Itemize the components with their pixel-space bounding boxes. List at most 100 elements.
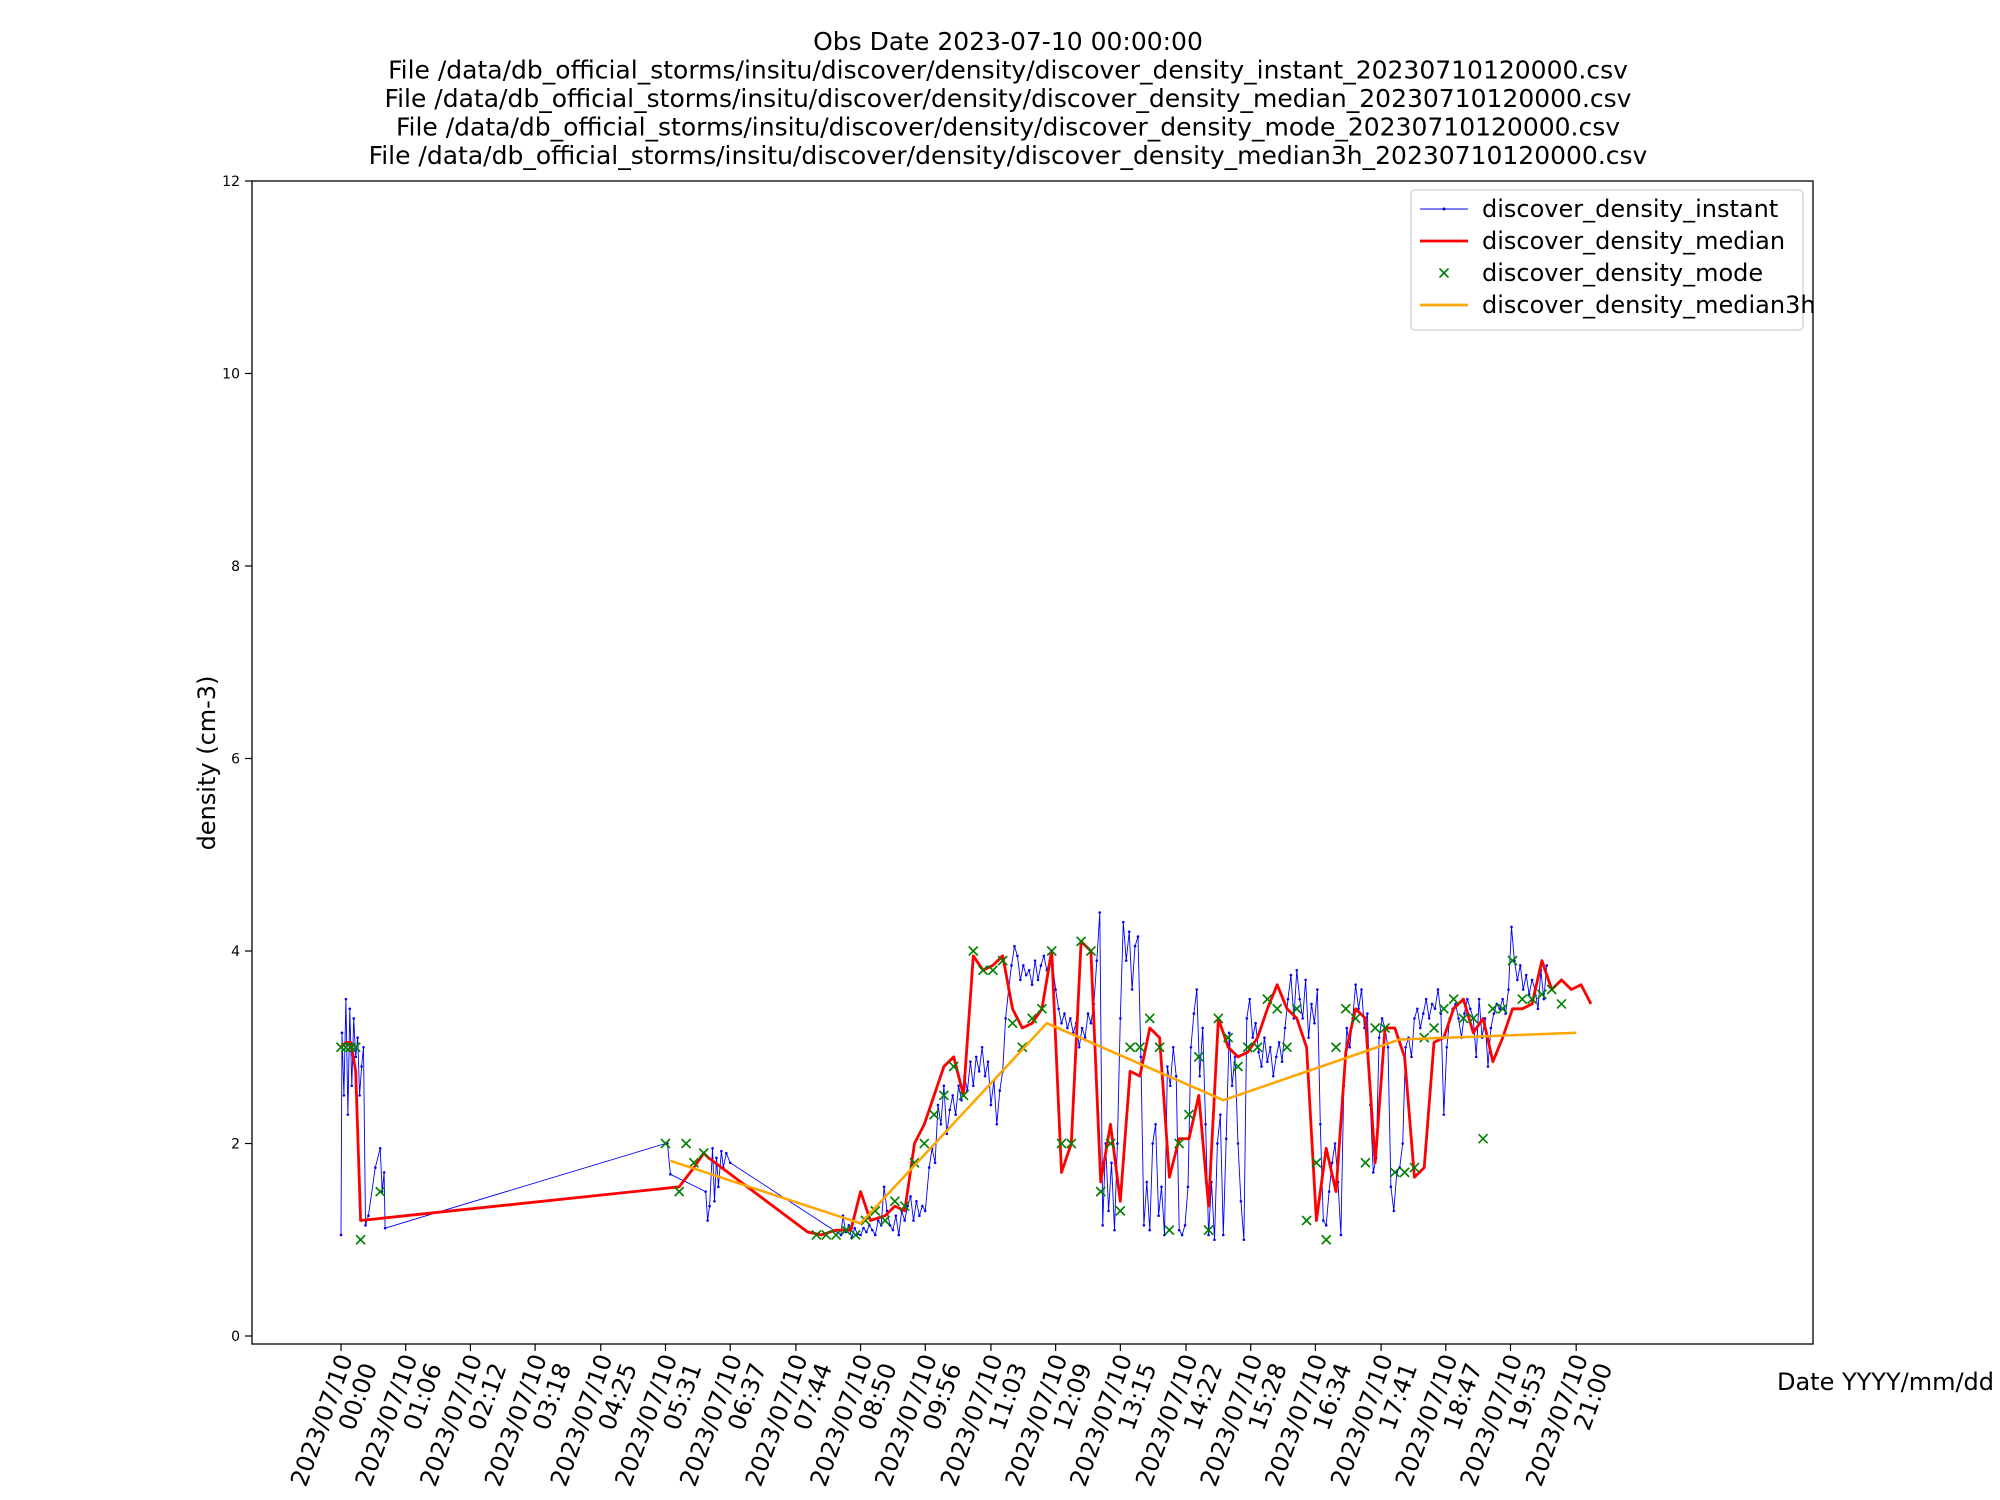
data-point: [1189, 1045, 1193, 1049]
data-point: [1203, 1225, 1214, 1236]
data-point: [1516, 978, 1519, 982]
data-point: [830, 1229, 842, 1241]
data-point: [1027, 1013, 1038, 1024]
data-point: [1404, 1045, 1407, 1049]
data-point: [1036, 1003, 1047, 1014]
data-point: [1366, 1012, 1369, 1015]
data-point: [1154, 1122, 1157, 1126]
y-tick-label: 8: [231, 559, 240, 575]
data-point: [906, 1204, 909, 1208]
data-point: [1113, 1228, 1116, 1232]
data-point: [1330, 1161, 1334, 1165]
data-point: [1530, 978, 1534, 982]
title-line: File /data/db_official_storms/insitu/dis…: [369, 141, 1648, 170]
data-point: [1466, 997, 1469, 1001]
data-point: [860, 1215, 871, 1226]
series-line: [340, 940, 1593, 1237]
axes-frame: [251, 180, 1814, 1345]
data-point: [711, 1147, 714, 1150]
data-point: [1304, 978, 1307, 982]
data-point: [1438, 1003, 1449, 1014]
data-point: [1142, 1224, 1146, 1227]
data-point: [1489, 1026, 1493, 1030]
data-point: [960, 1098, 963, 1102]
data-point: [1436, 988, 1440, 991]
data-point: [1124, 959, 1128, 962]
data-point: [927, 1166, 931, 1169]
legend-item: discover_density_instant: [1420, 195, 1778, 223]
data-point: [891, 1228, 895, 1232]
data-point: [1497, 1003, 1508, 1014]
data-point: [1477, 1133, 1489, 1144]
data-point: [951, 1094, 955, 1097]
data-point: [1260, 1065, 1263, 1068]
data-point: [1004, 1017, 1007, 1020]
data-point: [1327, 1190, 1331, 1193]
data-point: [1013, 944, 1016, 948]
data-point: [1469, 1007, 1472, 1011]
data-point: [1399, 1167, 1410, 1178]
data-point: [859, 1233, 862, 1237]
data-point: [1380, 1017, 1384, 1020]
data-point: [335, 1042, 347, 1053]
data-point: [350, 1084, 354, 1088]
data-point: [1389, 1167, 1400, 1178]
data-point: [1445, 1045, 1449, 1049]
data-point: [1321, 1234, 1332, 1245]
data-point: [1042, 954, 1046, 958]
data-point: [354, 1055, 358, 1059]
data-point: [1262, 994, 1273, 1005]
data-point: [987, 965, 998, 976]
data-point: [876, 1219, 880, 1222]
data-point: [1180, 1233, 1184, 1237]
data-point: [1401, 1142, 1404, 1145]
data-point: [1193, 1051, 1204, 1062]
data-point: [1213, 1238, 1216, 1242]
data-point: [1130, 988, 1134, 991]
y-tick-label: 6: [231, 752, 240, 768]
plot-series: [335, 911, 1593, 1245]
data-point: [850, 1229, 861, 1241]
data-point: [1321, 1219, 1325, 1222]
data-point: [1492, 1012, 1496, 1015]
data-point: [1283, 1026, 1287, 1030]
data-point: [1424, 997, 1428, 1001]
data-point: [356, 1036, 359, 1039]
data-point: [968, 945, 979, 957]
data-point: [1010, 964, 1013, 967]
data-point: [1066, 1138, 1077, 1149]
data-point: [358, 1094, 361, 1097]
data-point: [1280, 1060, 1284, 1063]
data-point: [1115, 1205, 1126, 1216]
data-point: [715, 1156, 718, 1160]
data-point: [1145, 1180, 1149, 1184]
data-point: [1166, 1065, 1169, 1068]
data-point: [367, 1214, 370, 1217]
data-point: [1377, 1036, 1381, 1039]
data-point: [921, 1204, 924, 1208]
data-point: [728, 1161, 732, 1165]
data-point: [1232, 1061, 1244, 1072]
data-point: [1413, 1017, 1416, 1020]
data-point: [997, 955, 1008, 966]
series-line: [340, 912, 1548, 1241]
data-point: [1183, 1224, 1187, 1227]
data-point: [969, 1060, 972, 1063]
data-point: [899, 1200, 910, 1212]
data-point: [378, 1147, 382, 1150]
y-tick-label: 2: [231, 1137, 240, 1153]
data-point: [1224, 1137, 1228, 1140]
data-point: [971, 1084, 975, 1088]
data-point: [1046, 945, 1057, 957]
data-point: [1239, 1199, 1243, 1203]
data-point: [1230, 1084, 1234, 1088]
data-point: [360, 1065, 363, 1068]
data-point: [1221, 1233, 1225, 1237]
data-point: [660, 1138, 671, 1149]
data-point: [1251, 1036, 1254, 1039]
data-point: [708, 1204, 711, 1208]
data-point: [1110, 1161, 1113, 1165]
data-point: [1457, 1017, 1460, 1020]
